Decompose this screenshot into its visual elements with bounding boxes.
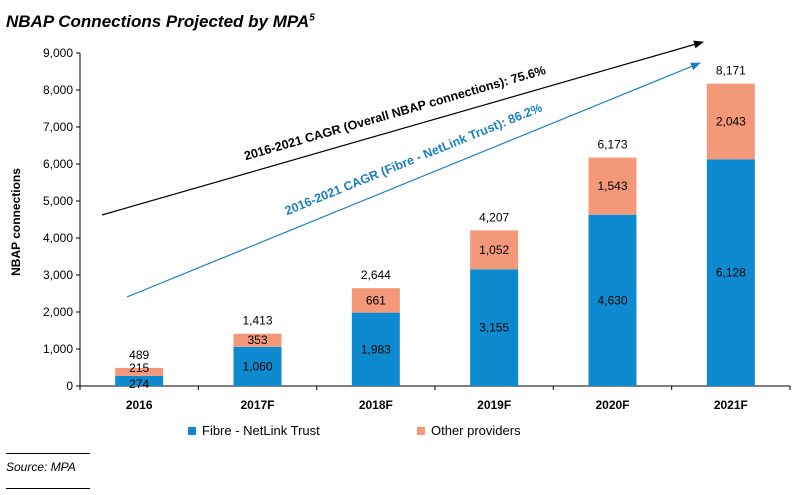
data-label-fibre: 274 (129, 377, 149, 391)
source-note: Source: MPA (6, 460, 76, 474)
bar-other-providers (470, 230, 519, 270)
legend: Fibre - NetLink Trust Other providers (188, 423, 521, 438)
data-label-fibre: 1,060 (242, 359, 272, 373)
bar-fibre-netlink (470, 269, 519, 386)
data-label-total: 4,207 (479, 210, 509, 224)
data-label-total: 6,173 (597, 138, 627, 152)
y-tick-label: 9,000 (43, 46, 73, 60)
y-tick-label: 0 (66, 379, 73, 393)
data-label-total: 8,171 (716, 64, 746, 78)
data-label-other: 353 (247, 333, 267, 347)
legend-label-other: Other providers (431, 423, 521, 438)
bar-fibre-netlink (351, 312, 400, 386)
data-label-total: 2,644 (361, 268, 391, 282)
data-label-total: 489 (129, 348, 149, 362)
bar-other-providers (588, 157, 637, 215)
y-tick-label: 4,000 (43, 231, 73, 245)
y-tick-label: 5,000 (43, 194, 73, 208)
bar-fibre-netlink (115, 375, 164, 386)
bar-other-providers (351, 288, 400, 313)
bars (115, 83, 755, 386)
bar-fibre-netlink (588, 214, 637, 386)
legend-label-fibre: Fibre - NetLink Trust (202, 423, 320, 438)
cagr-overall-arrow (101, 40, 704, 216)
data-label-other: 215 (129, 361, 149, 375)
x-axis: 2016 2017F 2018F 2019F 2020F 2021F (79, 385, 791, 412)
x-tick-label: 2016 (126, 398, 153, 412)
x-tick-label: 2020F (595, 398, 629, 412)
chart-title-footnote: 5 (309, 12, 315, 24)
bar-fibre-netlink (706, 159, 755, 386)
data-label-fibre: 1,983 (361, 342, 391, 356)
data-label-total: 1,413 (242, 314, 272, 328)
y-tick-label: 8,000 (43, 83, 73, 97)
chart-title-text: NBAP Connections Projected by MPA (6, 12, 310, 31)
y-tick-label: 6,000 (43, 157, 73, 171)
data-label-fibre: 6,128 (716, 266, 746, 280)
data-label-other: 1,052 (479, 243, 509, 257)
bar-other-providers (115, 367, 164, 376)
legend-swatch-fibre (188, 427, 196, 435)
bar-other-providers (706, 83, 755, 160)
cagr-overall-label: 2016-2021 CAGR (Overall NBAP connections… (243, 63, 548, 163)
source-rule-bottom (6, 488, 90, 489)
cagr-fibre-label: 2016-2021 CAGR (Fibre - NetLink Trust): … (283, 101, 544, 218)
y-tick-label: 7,000 (43, 120, 73, 134)
x-tick-label: 2019F (477, 398, 511, 412)
x-tick-label: 2018F (359, 398, 393, 412)
chart-title: NBAP Connections Projected by MPA5 (6, 12, 315, 32)
y-tick-label: 1,000 (43, 342, 73, 356)
bar-fibre-netlink (233, 346, 282, 386)
cagr-fibre-arrow (126, 62, 701, 298)
y-tick-label: 2,000 (43, 305, 73, 319)
data-label-other: 1,543 (597, 179, 627, 193)
data-label-fibre: 3,155 (479, 321, 509, 335)
x-tick-label: 2021F (714, 398, 748, 412)
data-label-other: 661 (366, 293, 386, 307)
source-rule-top (6, 453, 90, 454)
legend-swatch-other (417, 427, 425, 435)
y-axis: 0 1,000 2,000 3,000 4,000 5,000 6,000 7,000 8,00… (43, 46, 81, 393)
bar-other-providers (233, 333, 282, 347)
stacked-bar-chart: 0 1,000 2,000 3,000 4,000 5,000 6,000 7,000 8,00… (9, 40, 791, 438)
data-label-other: 2,043 (716, 114, 746, 128)
y-tick-label: 3,000 (43, 268, 73, 282)
x-tick-label: 2017F (240, 398, 274, 412)
y-axis-label: NBAP connections (9, 168, 23, 276)
data-label-fibre: 4,630 (597, 293, 627, 307)
